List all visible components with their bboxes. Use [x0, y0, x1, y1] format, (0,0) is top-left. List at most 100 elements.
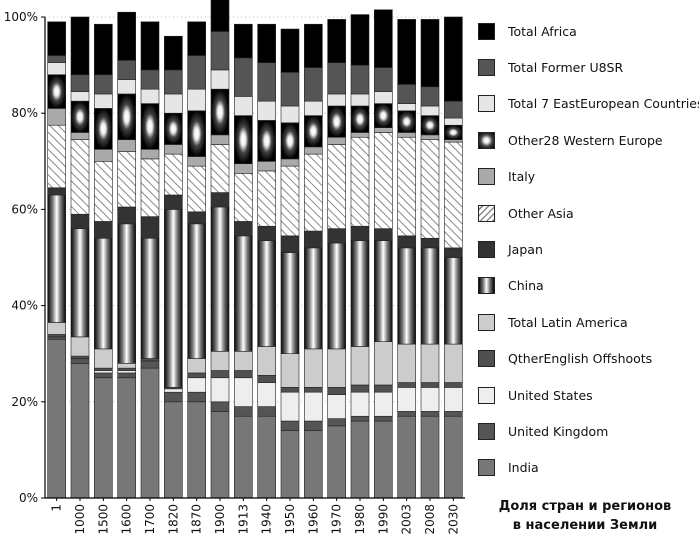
bar-segment-italy-1600: [117, 139, 136, 152]
bar-segment-total-7-easteuropean-countries-1980: [350, 93, 370, 107]
bar-segment-italy-1990: [374, 127, 393, 133]
bar-segment-total-latin-america-1960: [304, 348, 323, 388]
bar-segment-italy-1500: [94, 148, 113, 162]
bar-segment-china-2030: [444, 257, 463, 345]
bar-segment-united-states-1500: [94, 370, 113, 374]
bar-segment-china-1940: [257, 240, 276, 347]
bar-segment-total-former-u8sr-1: [47, 55, 66, 63]
bar-segment-china-2003: [397, 247, 416, 345]
bar-segment-total-latin-america-1: [47, 322, 66, 335]
bar-segment-japan-1500: [94, 221, 113, 239]
x-tick-label: 1950: [283, 504, 297, 535]
legend-swatch-japan: [478, 241, 495, 259]
bar-segment-united-kingdom-1990: [374, 415, 393, 422]
bar-segment-italy-2008: [420, 134, 440, 140]
bar-segment-total-africa-1500: [94, 23, 113, 76]
bar-segment-total-7-easteuropean-countries-2030: [444, 117, 463, 126]
legend-swatch-total-former-u8sr: [478, 59, 495, 77]
bar-segment-india-1960: [304, 430, 323, 499]
bar-segment-other28-western-europe-1500: [94, 108, 113, 150]
bar-segment-india-2003: [397, 415, 416, 499]
bar-segment-other-asia-1000: [70, 139, 90, 215]
bar-segment-united-kingdom-1600: [117, 372, 136, 379]
bar-segment-united-states-2003: [397, 387, 416, 412]
bar-segment-other28-western-europe-1700: [140, 103, 160, 150]
bar-segment-total-latin-america-1940: [257, 346, 276, 376]
legend-item-united-kingdom: United Kingdom: [478, 413, 693, 449]
bar-segment-total-7-easteuropean-countries-1900: [210, 69, 230, 90]
legend-item-total-latin-america: Total Latin America: [478, 304, 693, 340]
x-tick-label: 2030: [446, 504, 460, 535]
bar-segment-united-states-2008: [420, 387, 440, 412]
y-tick-label: 20%: [11, 395, 38, 409]
bar-segment-qtherenglish-offshoots-2008: [420, 382, 440, 388]
legend-item-qtherenglish-offshoots: QtherEnglish Offshoots: [478, 341, 693, 377]
bar-segment-india-1700: [140, 367, 160, 499]
legend-item-total-7-easteuropean-countries: Total 7 EastEuropean Countries: [478, 86, 699, 122]
bar-segment-united-states-1820: [164, 388, 183, 393]
bar-segment-other28-western-europe-2003: [397, 110, 416, 133]
bar-segment-italy-1980: [350, 132, 370, 138]
bar-segment-united-kingdom-2030: [444, 411, 463, 417]
bar-segment-qtherenglish-offshoots-1913: [234, 370, 253, 379]
bar-segment-japan-1700: [140, 216, 160, 239]
bar-segment-japan-1820: [164, 194, 183, 210]
bar-segment-total-7-easteuropean-countries-2008: [420, 105, 440, 116]
bar-segment-total-former-u8sr-1960: [304, 67, 323, 102]
bar-segment-other-asia-1820: [164, 153, 183, 196]
legend-swatch-china: [478, 277, 495, 295]
bar-segment-total-former-u8sr-1000: [70, 74, 90, 92]
bar-segment-united-states-1913: [234, 377, 253, 407]
bar-segment-total-former-u8sr-2008: [420, 86, 440, 107]
bar-segment-india-2030: [444, 415, 463, 499]
bar-segment-united-kingdom-1960: [304, 420, 323, 431]
bar-segment-united-states-1900: [210, 377, 230, 403]
bar-segment-united-kingdom-1: [47, 336, 66, 340]
legend-item-united-states: United States: [478, 377, 693, 413]
bar-segment-united-states-1940: [257, 382, 276, 407]
bar-segment-japan-1950: [280, 235, 300, 253]
legend-item-total-africa: Total Africa: [478, 13, 693, 49]
x-tick-label: 1870: [190, 504, 204, 535]
bar-segment-total-africa-1900: [210, 0, 230, 32]
bar-segment-total-africa-2003: [397, 19, 416, 85]
bar-segment-other-asia-2008: [420, 139, 440, 239]
bar-segment-total-former-u8sr-1980: [350, 64, 370, 95]
bar-segment-total-africa-1700: [140, 21, 160, 71]
y-tick-label: 0%: [19, 491, 38, 505]
legend-swatch-united-kingdom: [478, 422, 495, 440]
bar-segment-india-1: [47, 338, 66, 499]
x-tick-label: 2003: [400, 504, 414, 535]
bar-segment-total-7-easteuropean-countries-1820: [164, 93, 183, 114]
bar-segment-united-kingdom-1500: [94, 372, 113, 379]
bar-segment-japan-2008: [420, 237, 440, 249]
bar-segment-total-7-easteuropean-countries-1990: [374, 91, 393, 104]
bar-segment-total-latin-america-1980: [350, 346, 370, 386]
bar-segment-total-africa-1950: [280, 28, 300, 73]
bar-segment-total-latin-america-1500: [94, 348, 113, 369]
bar-segment-total-former-u8sr-2030: [444, 100, 463, 119]
bar-segment-china-1700: [140, 237, 160, 359]
legend-label: Italy: [508, 169, 536, 185]
bar-segment-qtherenglish-offshoots-1500: [94, 367, 113, 371]
bar-segment-other28-western-europe-1940: [257, 120, 276, 162]
bar-segment-other-asia-1600: [117, 151, 136, 208]
legend-swatch-total-latin-america: [478, 313, 495, 331]
bar-segment-total-africa-1600: [117, 11, 136, 61]
bar-segment-united-states-1960: [304, 391, 323, 422]
bar-segment-china-1990: [374, 240, 393, 342]
bar-segment-total-africa-2030: [444, 16, 463, 102]
bar-segment-china-1913: [234, 235, 253, 352]
bar-segment-total-latin-america-1913: [234, 350, 253, 371]
bar-segment-italy-1870: [187, 156, 206, 167]
x-tick-label: 1820: [166, 504, 180, 535]
bar-segment-other28-western-europe-2008: [420, 115, 440, 136]
bar-segment-japan-1960: [304, 230, 323, 249]
bar-segment-qtherenglish-offshoots-1940: [257, 375, 276, 383]
bar-segment-united-states-1990: [374, 391, 393, 417]
bar-segment-united-states-1970: [327, 394, 346, 419]
bar-segment-total-7-easteuropean-countries-1500: [94, 93, 113, 109]
bar-segment-total-former-u8sr-1700: [140, 69, 160, 90]
bar-segment-qtherenglish-offshoots-1950: [280, 387, 300, 393]
bar-segment-total-africa-1: [47, 21, 66, 56]
